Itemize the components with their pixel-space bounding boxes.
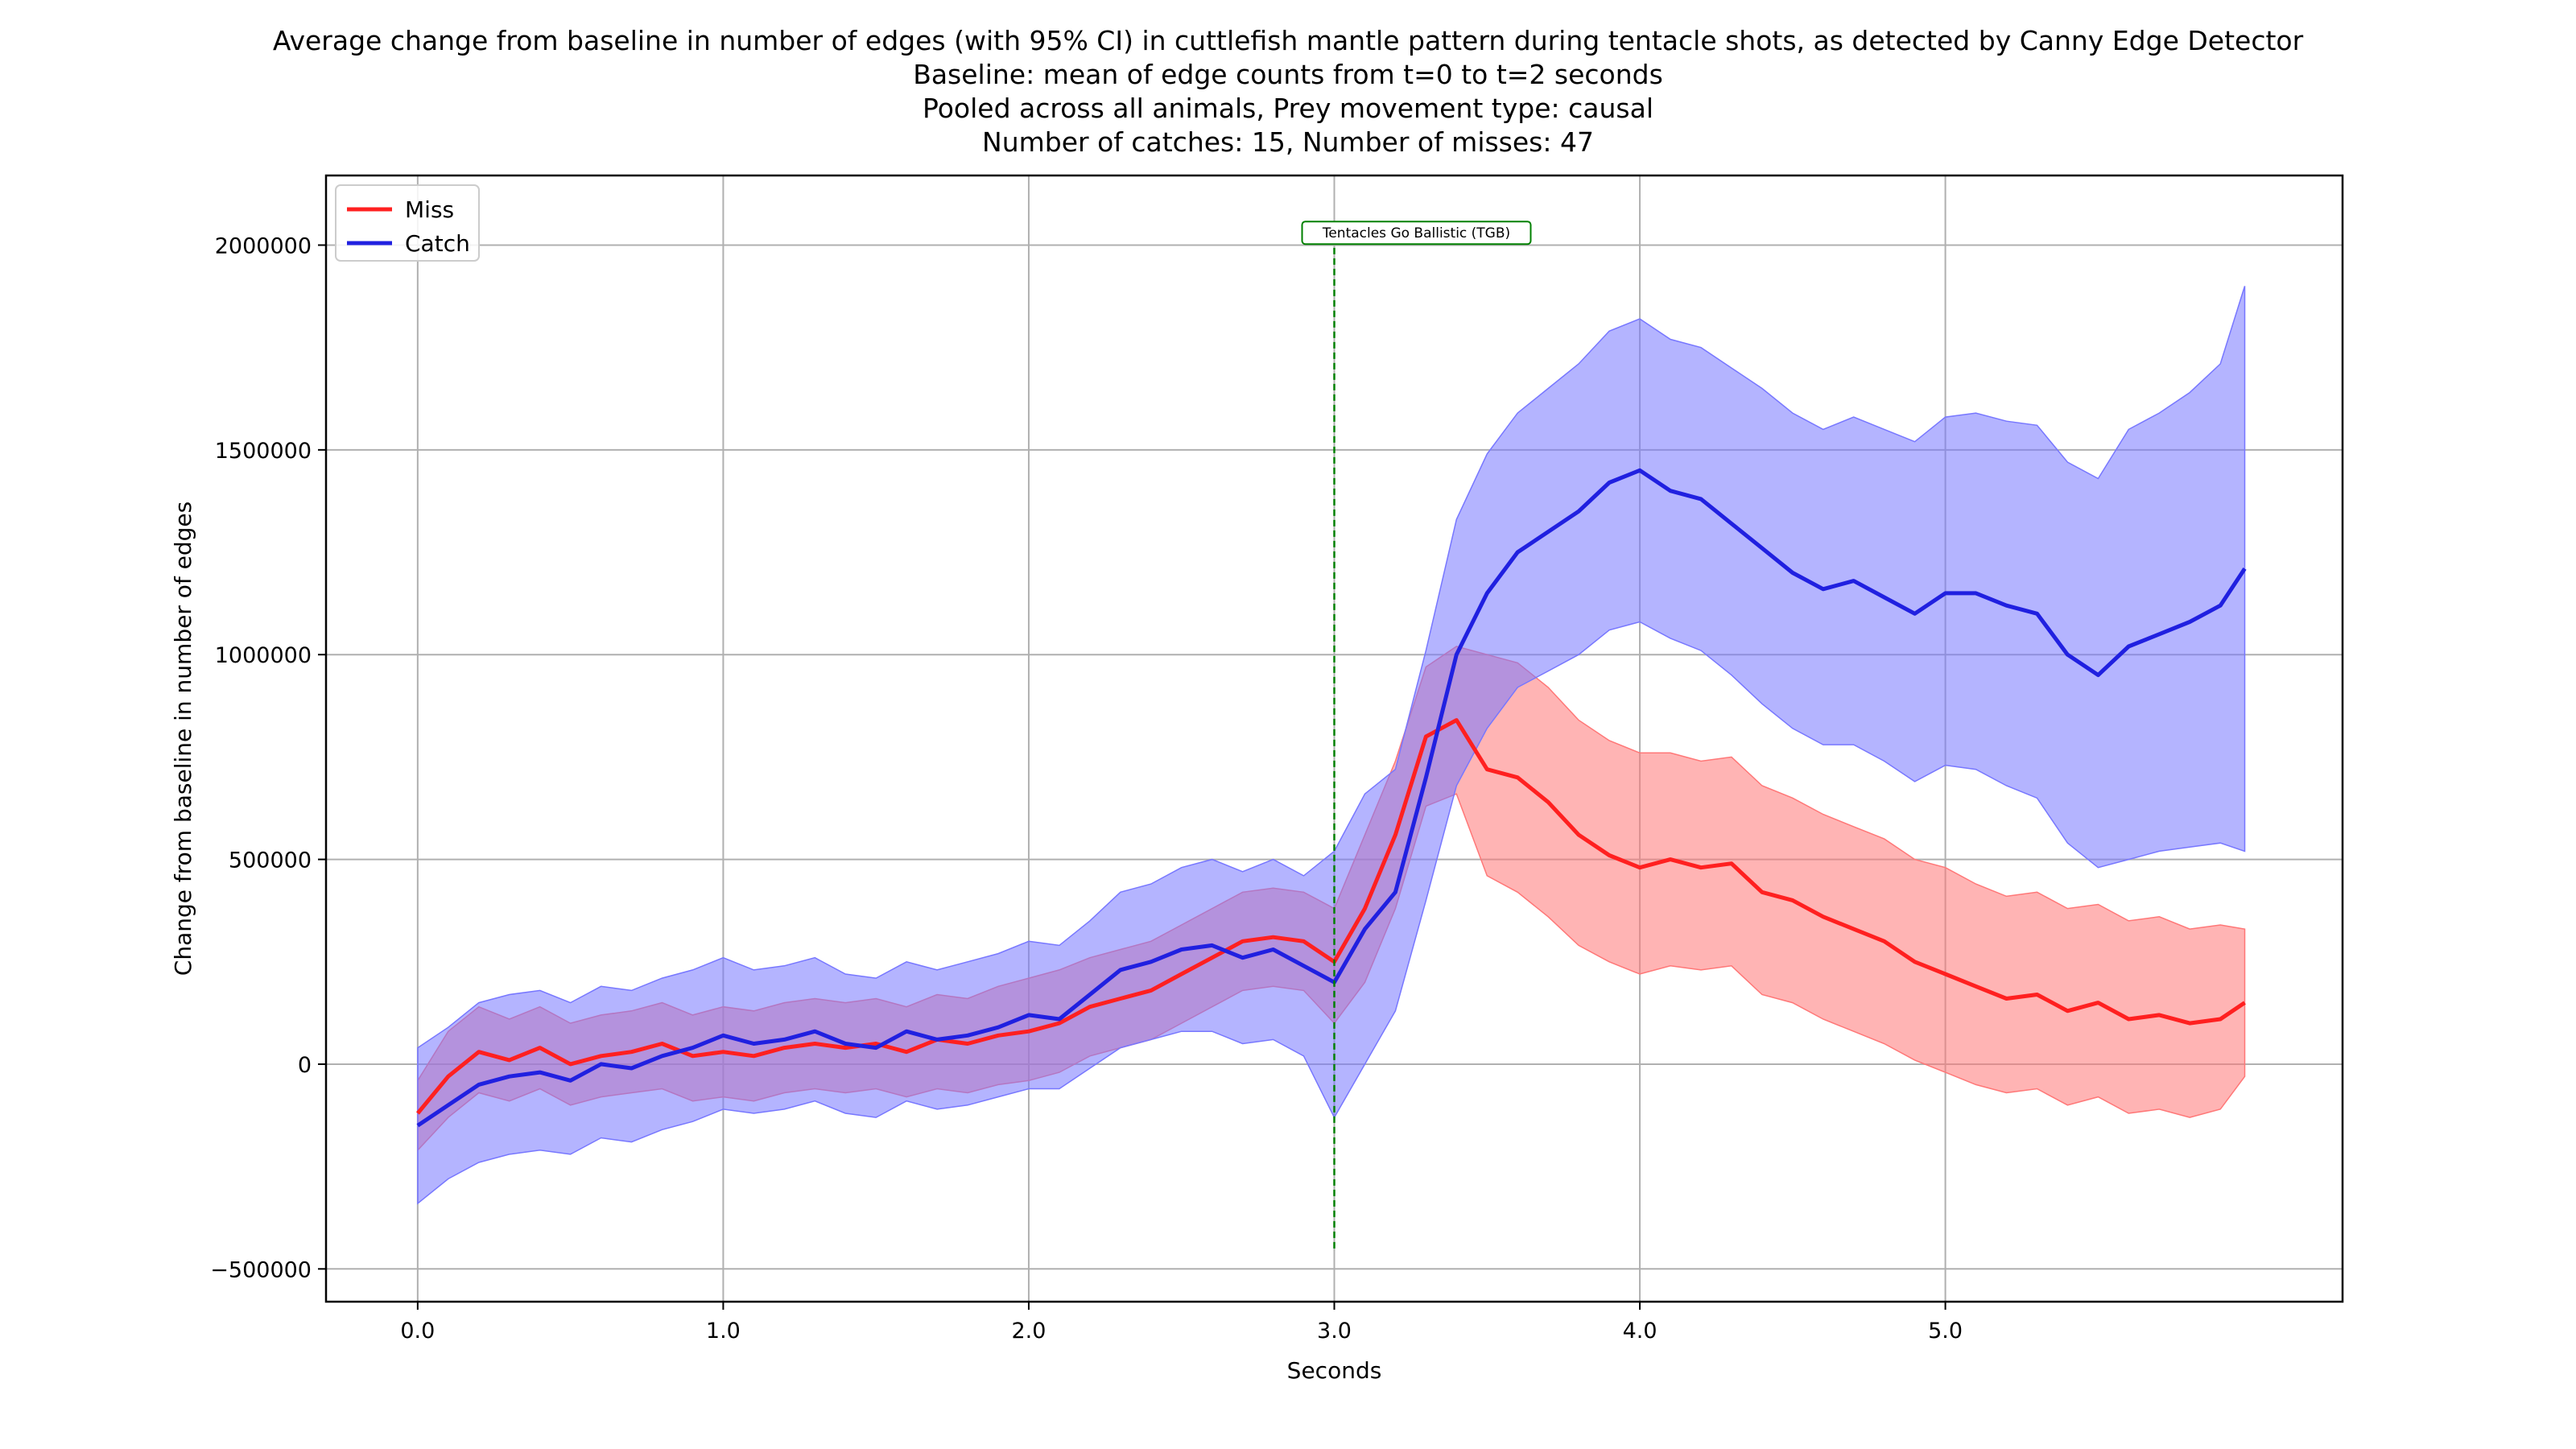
chart-title-line-1: Average change from baseline in number o…: [272, 25, 2304, 56]
y-tick-label-1: 0: [298, 1053, 312, 1078]
x-tick-label-1: 1.0: [706, 1319, 741, 1344]
chart-title: Average change from baseline in number o…: [0, 24, 2576, 159]
catch-ci-band: [417, 286, 2246, 1205]
confidence-bands: [417, 286, 2246, 1205]
y-tick-label-0: −500000: [210, 1257, 312, 1282]
chart-title-line-4: Number of catches: 15, Number of misses:…: [982, 126, 1594, 158]
y-axis-label: Change from baseline in number of edges: [170, 502, 196, 976]
x-axis-label: Seconds: [1287, 1357, 1382, 1384]
chart-title-line-3: Pooled across all animals, Prey movement…: [923, 93, 1653, 124]
y-tick-label-4: 1500000: [215, 439, 312, 464]
tgb-annotation: Tentacles Go Ballistic (TGB): [1301, 221, 1532, 1249]
tgb-label-box: [1301, 221, 1532, 246]
legend-label-miss: Miss: [405, 196, 454, 223]
y-tick-label-3: 1000000: [215, 643, 312, 668]
chart-title-line-2: Baseline: mean of edge counts from t=0 t…: [913, 59, 1663, 90]
x-tick-label-5: 5.0: [1928, 1319, 1963, 1344]
x-tick-label-4: 4.0: [1623, 1319, 1657, 1344]
x-tick-label-3: 3.0: [1317, 1319, 1352, 1344]
x-tick-label-2: 2.0: [1011, 1319, 1046, 1344]
tgb-label-text: Tentacles Go Ballistic (TGB): [1322, 225, 1510, 242]
x-tick-label-0: 0.0: [400, 1319, 435, 1344]
y-tick-label-5: 2000000: [215, 233, 312, 258]
axis-ticks: 0.0 1.0 2.0 3.0 4.0 5.0 −500000 0 500000 1000000 1…: [210, 233, 1963, 1344]
legend: Miss Catch: [335, 184, 480, 262]
y-tick-label-2: 500000: [229, 848, 312, 873]
legend-label-catch: Catch: [405, 230, 470, 257]
